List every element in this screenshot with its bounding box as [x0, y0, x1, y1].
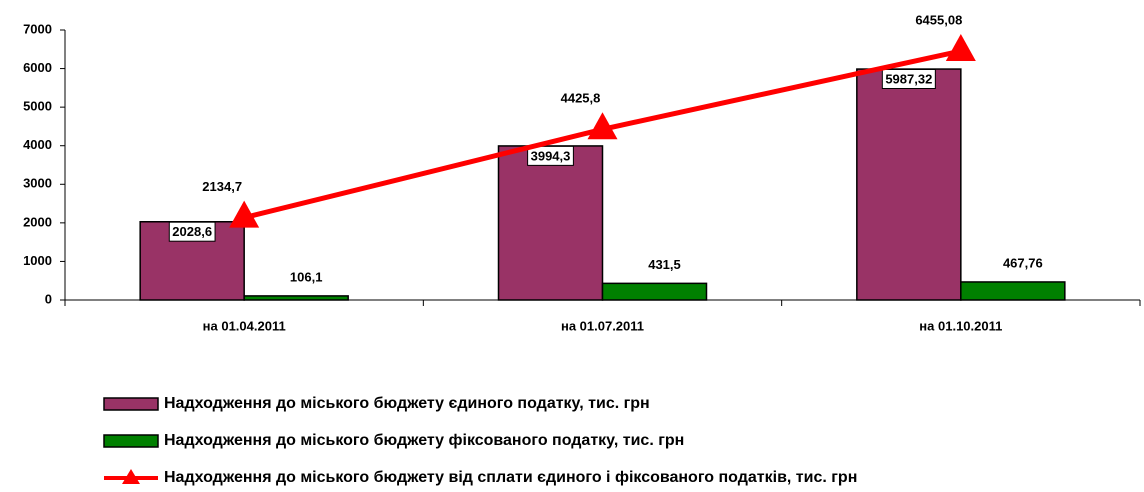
data-label: 106,1 [290, 269, 323, 284]
data-label: 3994,3 [531, 148, 571, 163]
data-label: 467,76 [1003, 255, 1043, 270]
label-box [881, 68, 936, 89]
y-tick-label: 3000 [23, 176, 52, 191]
data-label: 6455,08 [915, 12, 962, 27]
y-tick-label: 2000 [23, 214, 52, 229]
data-label-box: 3994,3 [527, 145, 574, 166]
y-tick-label: 4000 [23, 137, 52, 152]
data-label-box: 5987,32 [881, 68, 936, 89]
legend-text: Надходження до міського бюджету фіксован… [164, 432, 684, 449]
data-label: 2134,7 [202, 179, 242, 194]
marker [229, 200, 260, 228]
x-tick-label: на 01.07.2011 [561, 318, 644, 333]
legend-swatch [103, 397, 159, 411]
y-tick-label: 6000 [23, 60, 52, 75]
y-tick-label: 5000 [23, 99, 52, 114]
data-label: 5987,32 [885, 71, 932, 86]
legend-text: Надходження до міського бюджету єдиного … [164, 395, 650, 412]
data-label-box: 2028,6 [168, 221, 216, 242]
x-tick-label: на 01.04.2011 [203, 318, 286, 333]
bar [243, 295, 349, 301]
data-label: 4425,8 [561, 91, 601, 106]
bar [960, 281, 1066, 301]
legend-marker [122, 469, 140, 484]
label-box [527, 145, 574, 166]
bar [601, 282, 708, 301]
y-tick-label: 0 [45, 291, 52, 306]
marker [587, 112, 618, 140]
bar [856, 68, 962, 301]
bar [497, 145, 604, 301]
data-label: 2028,6 [172, 224, 212, 239]
legend-text: Надходження до міського бюджету від спла… [164, 469, 857, 486]
x-tick-label: на 01.10.2011 [919, 318, 1002, 333]
data-label: 431,5 [648, 257, 681, 272]
y-tick-label: 7000 [23, 21, 52, 36]
marker [945, 34, 976, 62]
y-tick-label: 1000 [23, 253, 52, 268]
label-box [168, 221, 216, 242]
legend-swatch [103, 434, 159, 448]
